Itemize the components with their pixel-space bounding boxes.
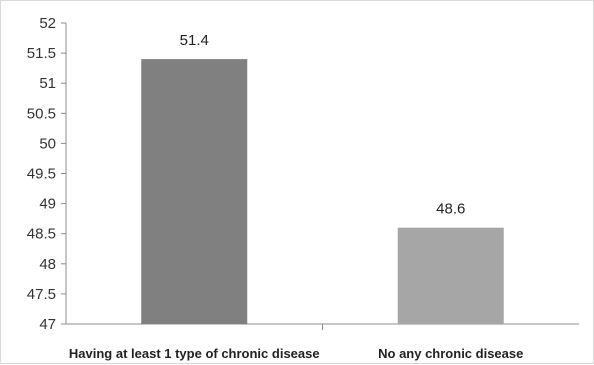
y-tick-label: 47.5 [27,286,56,303]
y-tick-label: 51.5 [27,45,56,62]
bar-value-label: 48.6 [436,201,465,218]
bar [397,227,504,324]
bars [141,59,504,325]
y-tick-label: 48 [39,256,56,273]
x-category-label: Having at least 1 type of chronic diseas… [69,346,320,361]
bar-value-label: 51.4 [180,32,209,49]
y-tick-label: 49.5 [27,166,56,183]
y-tick-label: 50 [39,135,56,152]
y-tick-label: 52 [39,15,56,32]
data-labels: 51.4 48.6 [180,32,466,218]
y-tick-label: 51 [39,75,56,92]
x-category-label: No any chronic disease [378,346,523,361]
y-axis: 47 47.5 48 48.5 49 49.5 50 50.5 51 51.5 52 [27,15,67,333]
y-tick-label: 47 [39,316,56,333]
y-tick-label: 48.5 [27,226,56,243]
y-tick-label: 49 [39,196,56,213]
y-tick-label: 50.5 [27,105,56,122]
bar [141,59,248,325]
x-axis: Having at least 1 type of chronic diseas… [66,323,579,361]
